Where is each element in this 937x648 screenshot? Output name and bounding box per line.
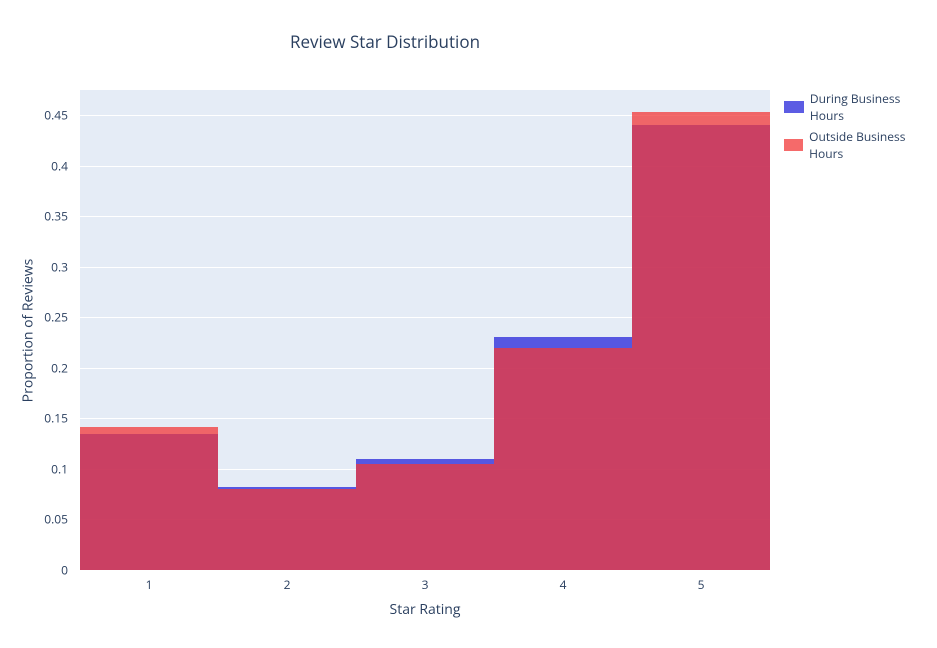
y-tick-label: 0.3	[18, 258, 68, 275]
y-tick-label: 0	[18, 562, 68, 579]
legend: During Business Hours Outside Business Ho…	[784, 90, 937, 166]
y-tick-label: 0.1	[18, 460, 68, 477]
x-tick-label: 5	[698, 576, 705, 593]
legend-label: Outside Business Hours	[809, 128, 937, 162]
legend-item[interactable]: Outside Business Hours	[784, 128, 937, 162]
x-axis-title: Star Rating	[80, 600, 770, 619]
histogram-bar[interactable]	[494, 348, 632, 570]
histogram-bar[interactable]	[632, 112, 770, 570]
histogram-bar[interactable]	[356, 464, 494, 570]
x-tick-label: 1	[146, 576, 153, 593]
y-tick-label: 0.15	[18, 410, 68, 427]
legend-swatch	[784, 139, 803, 151]
y-tick-label: 0.25	[18, 309, 68, 326]
y-tick-label: 0.05	[18, 511, 68, 528]
legend-swatch	[784, 101, 804, 113]
y-tick-label: 0.4	[18, 157, 68, 174]
y-tick-label: 0.2	[18, 359, 68, 376]
legend-label: During Business Hours	[810, 90, 937, 124]
legend-item[interactable]: During Business Hours	[784, 90, 937, 124]
histogram-bar[interactable]	[80, 427, 218, 570]
chart-container: Review Star Distribution Proportion of R…	[0, 0, 937, 648]
x-tick-label: 4	[560, 576, 567, 593]
histogram-bar[interactable]	[218, 489, 356, 570]
plot-area[interactable]	[80, 90, 770, 570]
chart-title: Review Star Distribution	[0, 30, 770, 53]
x-tick-label: 3	[422, 576, 429, 593]
y-tick-label: 0.45	[18, 107, 68, 124]
y-tick-label: 0.35	[18, 208, 68, 225]
x-axis-labels: 1 2 3 4 5	[80, 570, 770, 590]
x-tick-label: 2	[284, 576, 291, 593]
y-axis-labels: 00.050.10.150.20.250.30.350.40.45	[0, 90, 74, 570]
